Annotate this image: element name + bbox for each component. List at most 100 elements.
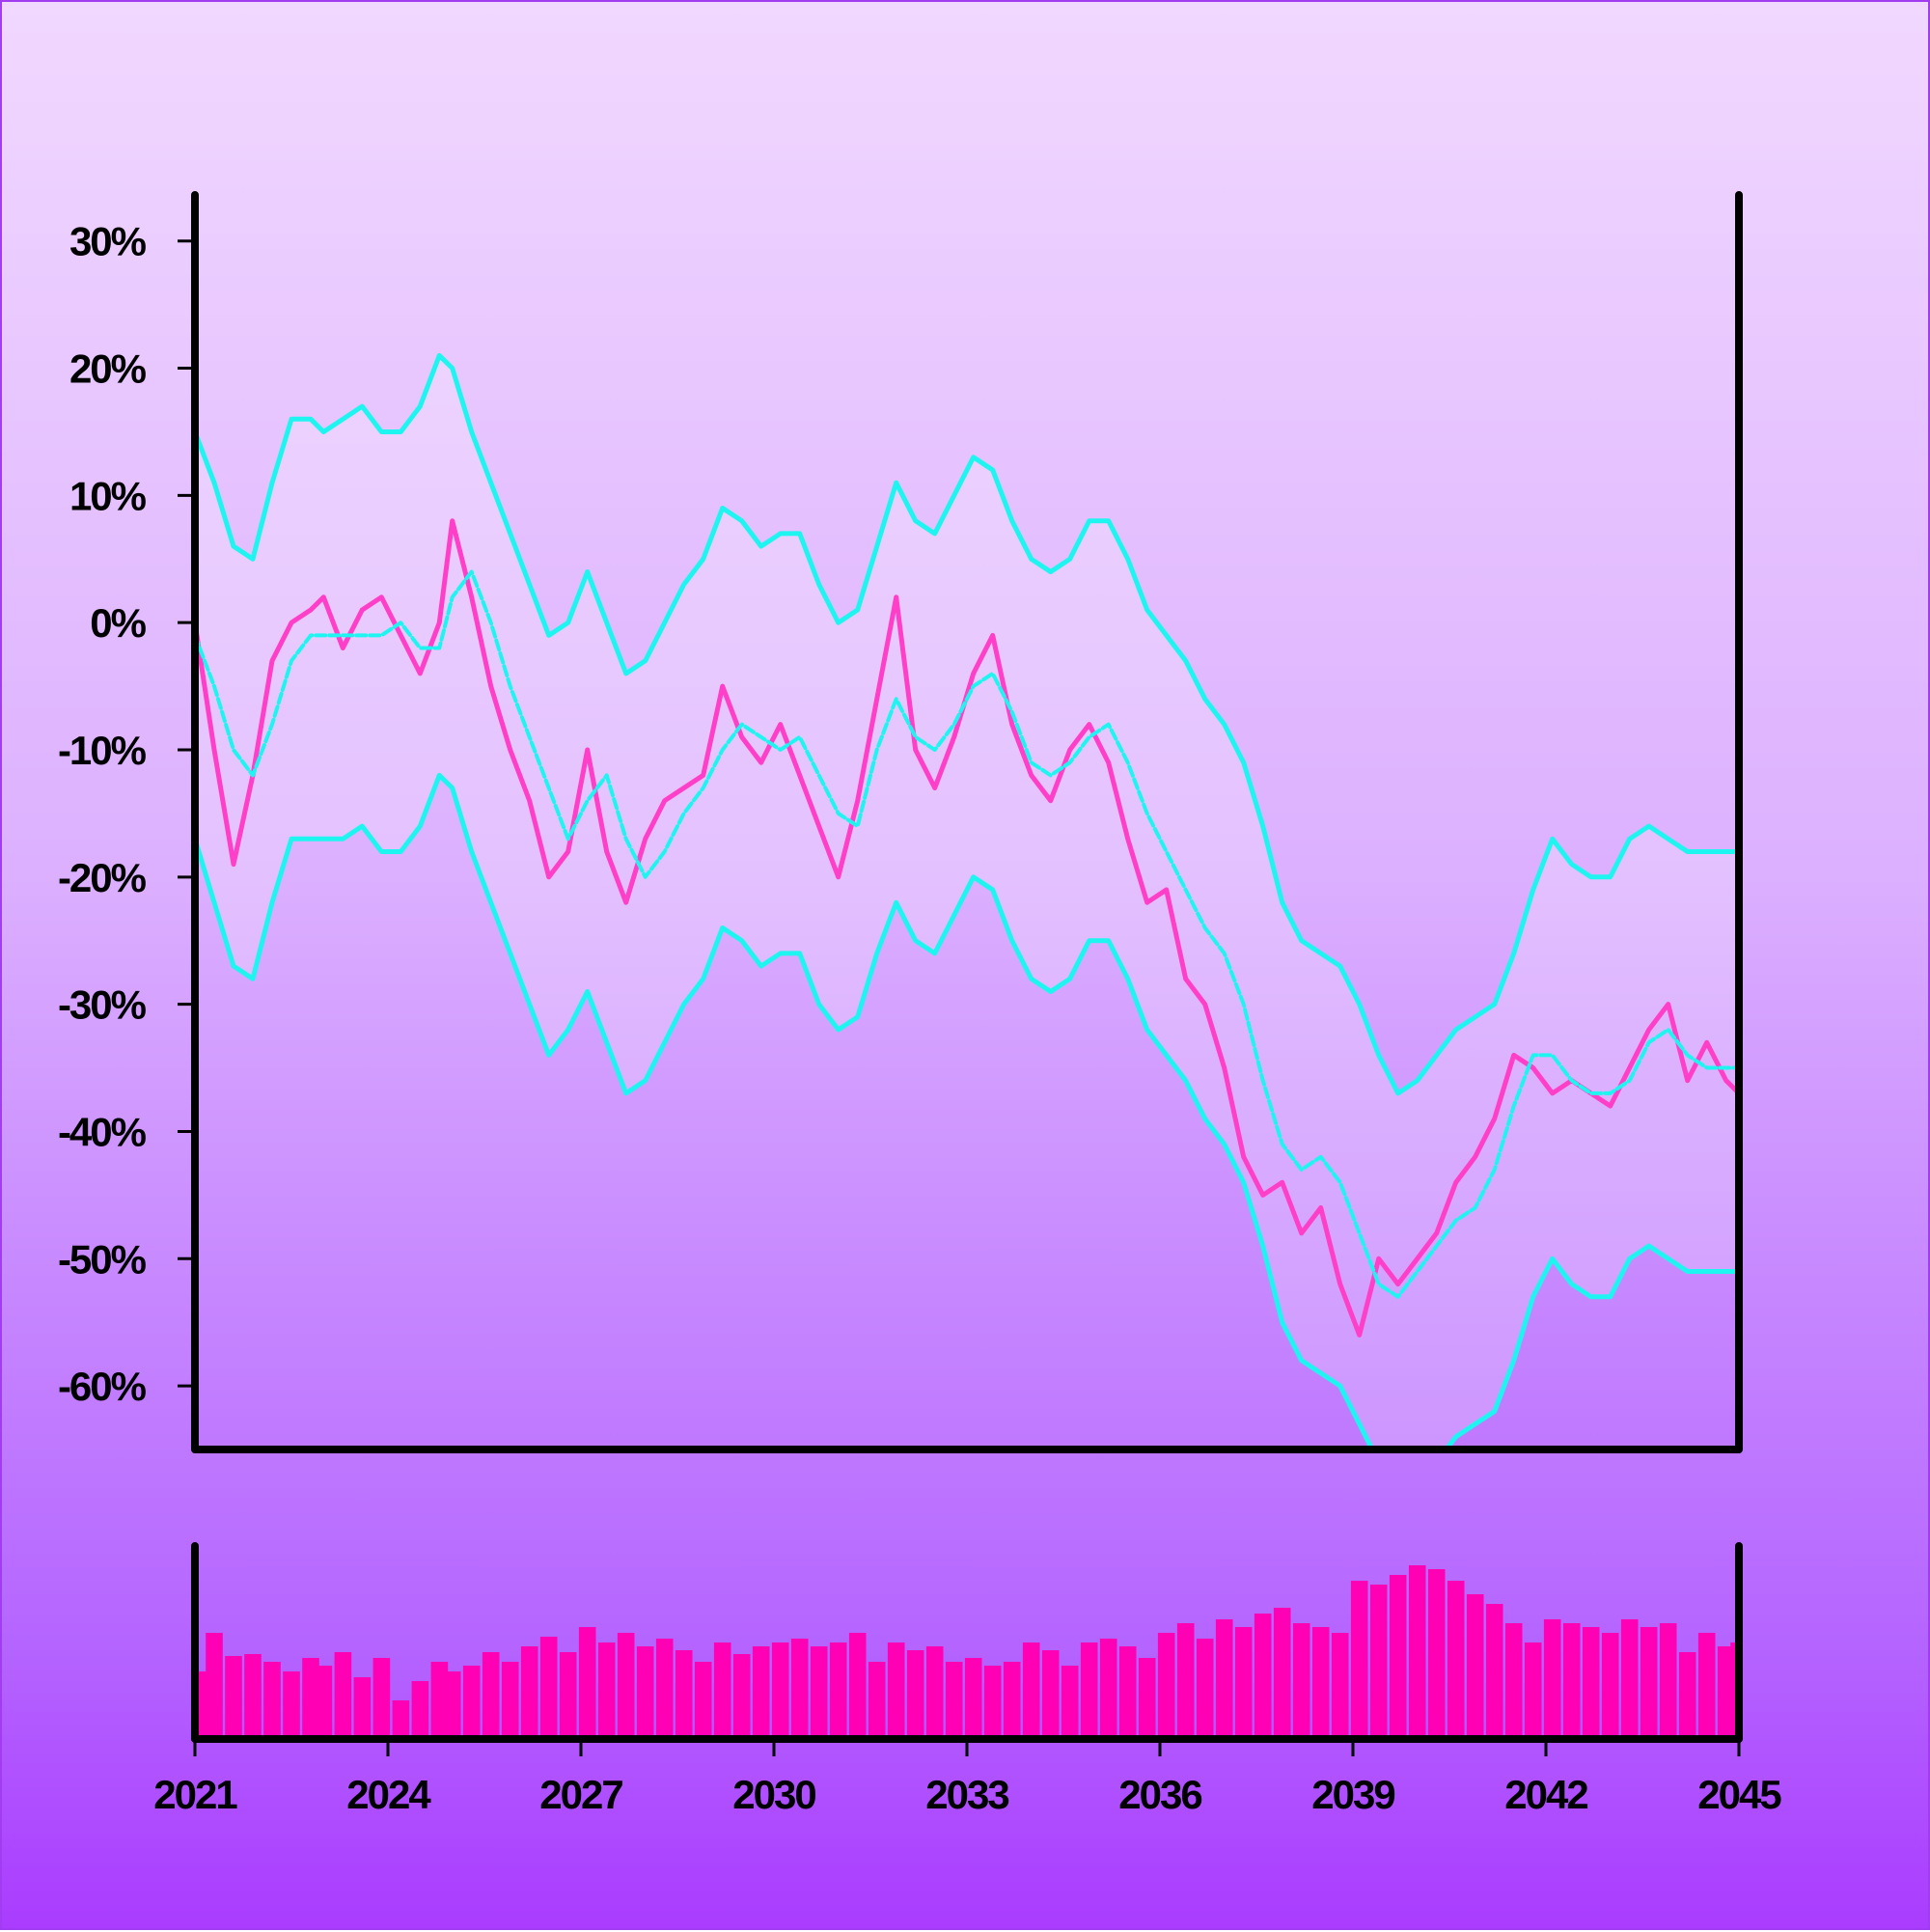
volume-panel bbox=[198, 1565, 1736, 1739]
x-tick-label: 2024 bbox=[346, 1772, 431, 1817]
volume-bar bbox=[1022, 1642, 1040, 1739]
volume-bar bbox=[1099, 1639, 1117, 1739]
volume-bar bbox=[443, 1671, 461, 1739]
volume-bar bbox=[1678, 1652, 1696, 1739]
upper-band-line bbox=[195, 352, 1739, 1096]
x-tick-label: 2030 bbox=[732, 1772, 815, 1817]
volume-bar bbox=[868, 1662, 886, 1739]
volume-bar bbox=[829, 1642, 847, 1739]
volume-bar bbox=[1601, 1633, 1619, 1739]
band-fill bbox=[195, 355, 1739, 1449]
volume-bar bbox=[694, 1662, 712, 1739]
volume-bar bbox=[887, 1642, 905, 1739]
x-tick-label: 2042 bbox=[1504, 1772, 1587, 1817]
volume-bar bbox=[462, 1666, 481, 1739]
x-tick-label: 2021 bbox=[153, 1772, 237, 1817]
volume-bar bbox=[1157, 1633, 1175, 1739]
volume-bar bbox=[1717, 1646, 1735, 1739]
y-tick-label: 30% bbox=[69, 219, 147, 264]
volume-bar bbox=[482, 1652, 500, 1739]
volume-bar bbox=[655, 1639, 674, 1739]
volume-bar bbox=[713, 1642, 731, 1739]
x-tick-label: 2027 bbox=[539, 1772, 622, 1817]
volume-bar bbox=[848, 1633, 867, 1739]
volume-bar bbox=[206, 1633, 223, 1739]
lower-band-line bbox=[195, 772, 1739, 1449]
volume-bar bbox=[983, 1666, 1002, 1739]
volume-bar bbox=[1080, 1642, 1098, 1739]
price-plot bbox=[195, 352, 1739, 1449]
volume-bar bbox=[1466, 1594, 1484, 1739]
volume-bar bbox=[539, 1637, 558, 1739]
volume-bar bbox=[1640, 1627, 1658, 1739]
volume-bar bbox=[578, 1627, 596, 1739]
volume-bar bbox=[411, 1681, 429, 1739]
y-tick-label: -40% bbox=[58, 1109, 147, 1154]
volume-bar bbox=[1273, 1608, 1291, 1739]
volume-bar bbox=[945, 1662, 963, 1739]
y-axis-ticks: 30% 20% 10% 0% -10% -20% -30% -40% -50% -60% bbox=[58, 219, 195, 1409]
volume-bar bbox=[263, 1662, 281, 1739]
volume-bar bbox=[636, 1646, 654, 1739]
moving-average-line bbox=[195, 569, 1739, 1299]
volume-bar bbox=[430, 1662, 449, 1739]
volume-bar bbox=[1041, 1650, 1060, 1739]
y-tick-label: -60% bbox=[58, 1364, 147, 1409]
x-axis-ticks: 2021 2024 2027 2030 2033 2036 2039 2042 2045 bbox=[153, 1739, 1783, 1817]
volume-bar bbox=[1659, 1623, 1677, 1739]
y-tick-label: -30% bbox=[58, 982, 147, 1028]
volume-bar bbox=[1447, 1581, 1465, 1739]
y-tick-label: 0% bbox=[90, 600, 146, 646]
volume-bar bbox=[675, 1650, 693, 1739]
x-tick-label: 2039 bbox=[1311, 1772, 1394, 1817]
volume-bar bbox=[1118, 1646, 1137, 1739]
volume-bar bbox=[1350, 1581, 1368, 1739]
volume-bar bbox=[1176, 1623, 1195, 1739]
volume-bar bbox=[771, 1642, 789, 1739]
y-tick-label: 10% bbox=[69, 473, 147, 518]
volume-bar bbox=[1292, 1623, 1310, 1739]
volume-bar bbox=[1504, 1623, 1523, 1739]
volume-bar bbox=[1234, 1627, 1253, 1739]
volume-bar bbox=[559, 1652, 577, 1739]
volume-bar bbox=[1427, 1569, 1446, 1739]
volume-bar bbox=[1331, 1633, 1349, 1739]
volume-bar bbox=[353, 1677, 372, 1739]
volume-bar bbox=[1254, 1614, 1272, 1739]
volume-bar bbox=[1562, 1623, 1581, 1739]
y-tick-label: -10% bbox=[58, 728, 147, 773]
volume-bar bbox=[810, 1646, 828, 1739]
x-tick-label: 2045 bbox=[1697, 1772, 1781, 1817]
volume-bar bbox=[1582, 1627, 1600, 1739]
y-tick-label: -20% bbox=[58, 855, 147, 900]
volume-bar bbox=[1524, 1642, 1542, 1739]
volume-bar bbox=[1138, 1658, 1156, 1739]
volume-bar bbox=[925, 1646, 944, 1739]
volume-bar bbox=[1543, 1619, 1561, 1739]
volume-bar bbox=[617, 1633, 635, 1739]
volume-bar bbox=[283, 1671, 300, 1739]
volume-bar bbox=[372, 1658, 391, 1739]
volume-bar bbox=[1485, 1604, 1503, 1739]
volume-bar bbox=[225, 1656, 242, 1739]
volume-bar bbox=[1697, 1633, 1716, 1739]
volume-bar bbox=[906, 1650, 924, 1739]
volume-bar bbox=[1369, 1585, 1388, 1739]
volume-bar bbox=[315, 1666, 333, 1739]
volume-bar bbox=[752, 1646, 770, 1739]
y-tick-label: 20% bbox=[69, 346, 147, 392]
price-axes-frame bbox=[191, 191, 1743, 1453]
volume-bar bbox=[1215, 1619, 1233, 1739]
volume-bar bbox=[501, 1662, 519, 1739]
x-tick-label: 2033 bbox=[925, 1772, 1008, 1817]
volume-bar bbox=[1620, 1619, 1639, 1739]
volume-bar bbox=[1061, 1666, 1079, 1739]
volume-bar bbox=[1196, 1639, 1214, 1739]
volume-bar bbox=[302, 1658, 319, 1739]
volume-bar bbox=[520, 1646, 538, 1739]
volume-bar bbox=[1389, 1575, 1407, 1739]
volume-bar bbox=[1311, 1627, 1330, 1739]
volume-bar bbox=[790, 1639, 809, 1739]
